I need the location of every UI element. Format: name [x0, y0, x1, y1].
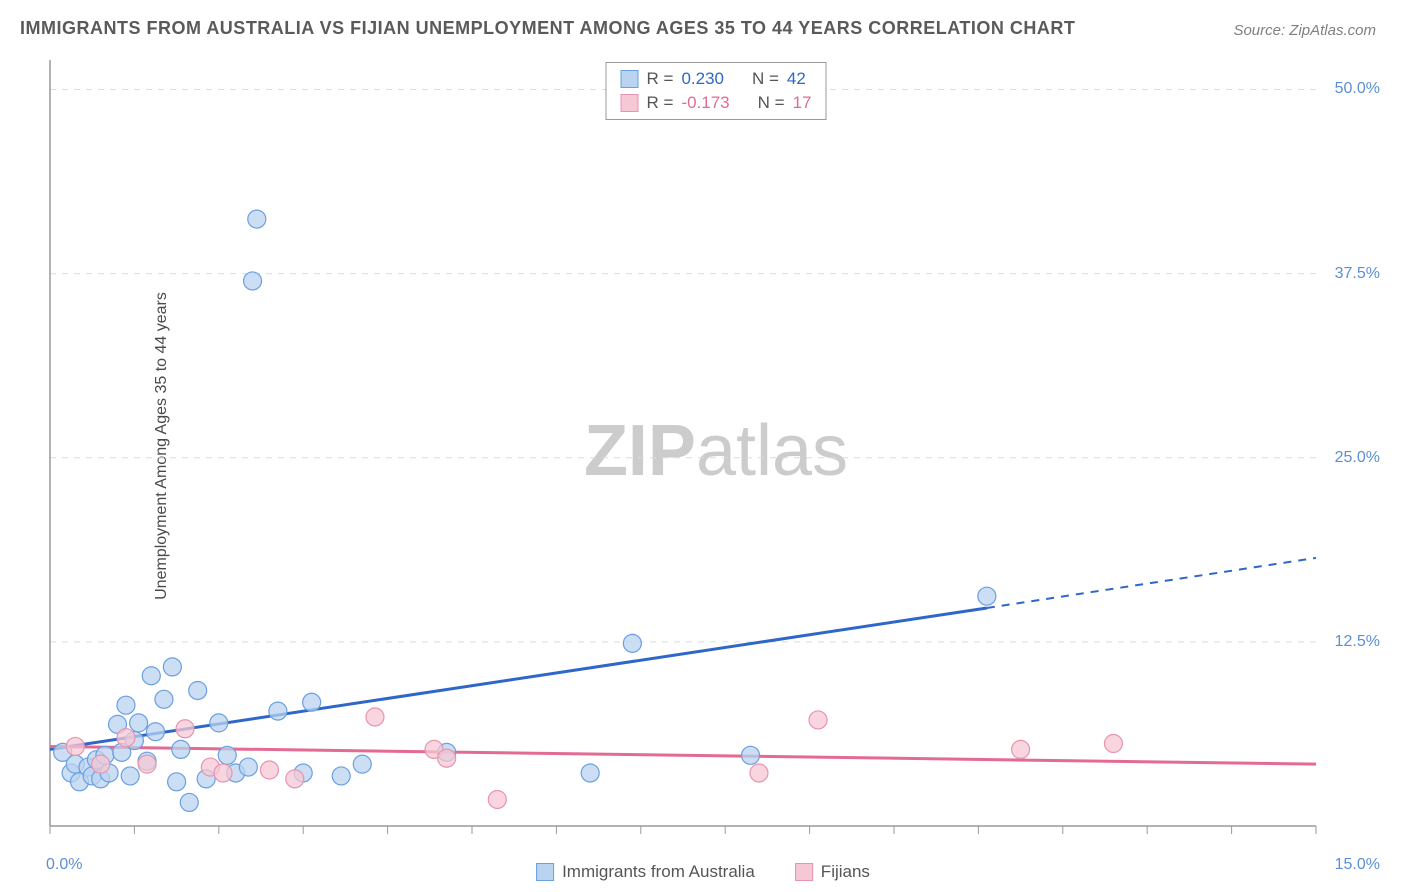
- x-tick-right: 15.0%: [1335, 856, 1380, 874]
- correlation-legend: R = 0.230 N = 42 R = -0.173 N = 17: [606, 62, 827, 120]
- swatch-series2-icon: [795, 863, 813, 881]
- r-value-2: -0.173: [681, 93, 729, 113]
- n-value-1: 42: [787, 69, 806, 89]
- corr-row-2: R = -0.173 N = 17: [621, 91, 812, 115]
- n-label: N =: [752, 69, 779, 89]
- legend-item-2: Fijians: [795, 862, 870, 882]
- y-tick: 25.0%: [1335, 449, 1380, 467]
- plot-area: ZIPatlas R = 0.230 N = 42 R = -0.173 N =…: [46, 56, 1386, 846]
- y-tick: 12.5%: [1335, 633, 1380, 651]
- source-label: Source: ZipAtlas.com: [1233, 22, 1376, 39]
- x-tick-left: 0.0%: [46, 856, 82, 874]
- r-value-1: 0.230: [681, 69, 724, 89]
- y-tick: 37.5%: [1335, 265, 1380, 283]
- legend-label-2: Fijians: [821, 862, 870, 882]
- legend-item-1: Immigrants from Australia: [536, 862, 755, 882]
- legend-label-1: Immigrants from Australia: [562, 862, 755, 882]
- r-label: R =: [647, 69, 674, 89]
- n-value-2: 17: [793, 93, 812, 113]
- r-label: R =: [647, 93, 674, 113]
- corr-row-1: R = 0.230 N = 42: [621, 67, 812, 91]
- series-legend: Immigrants from Australia Fijians: [536, 862, 870, 882]
- swatch-series1-icon: [536, 863, 554, 881]
- swatch-series2-icon: [621, 94, 639, 112]
- swatch-series1-icon: [621, 70, 639, 88]
- y-tick: 50.0%: [1335, 80, 1380, 98]
- n-label: N =: [758, 93, 785, 113]
- chart-title: IMMIGRANTS FROM AUSTRALIA VS FIJIAN UNEM…: [20, 18, 1075, 39]
- scatter-chart: [46, 56, 1386, 846]
